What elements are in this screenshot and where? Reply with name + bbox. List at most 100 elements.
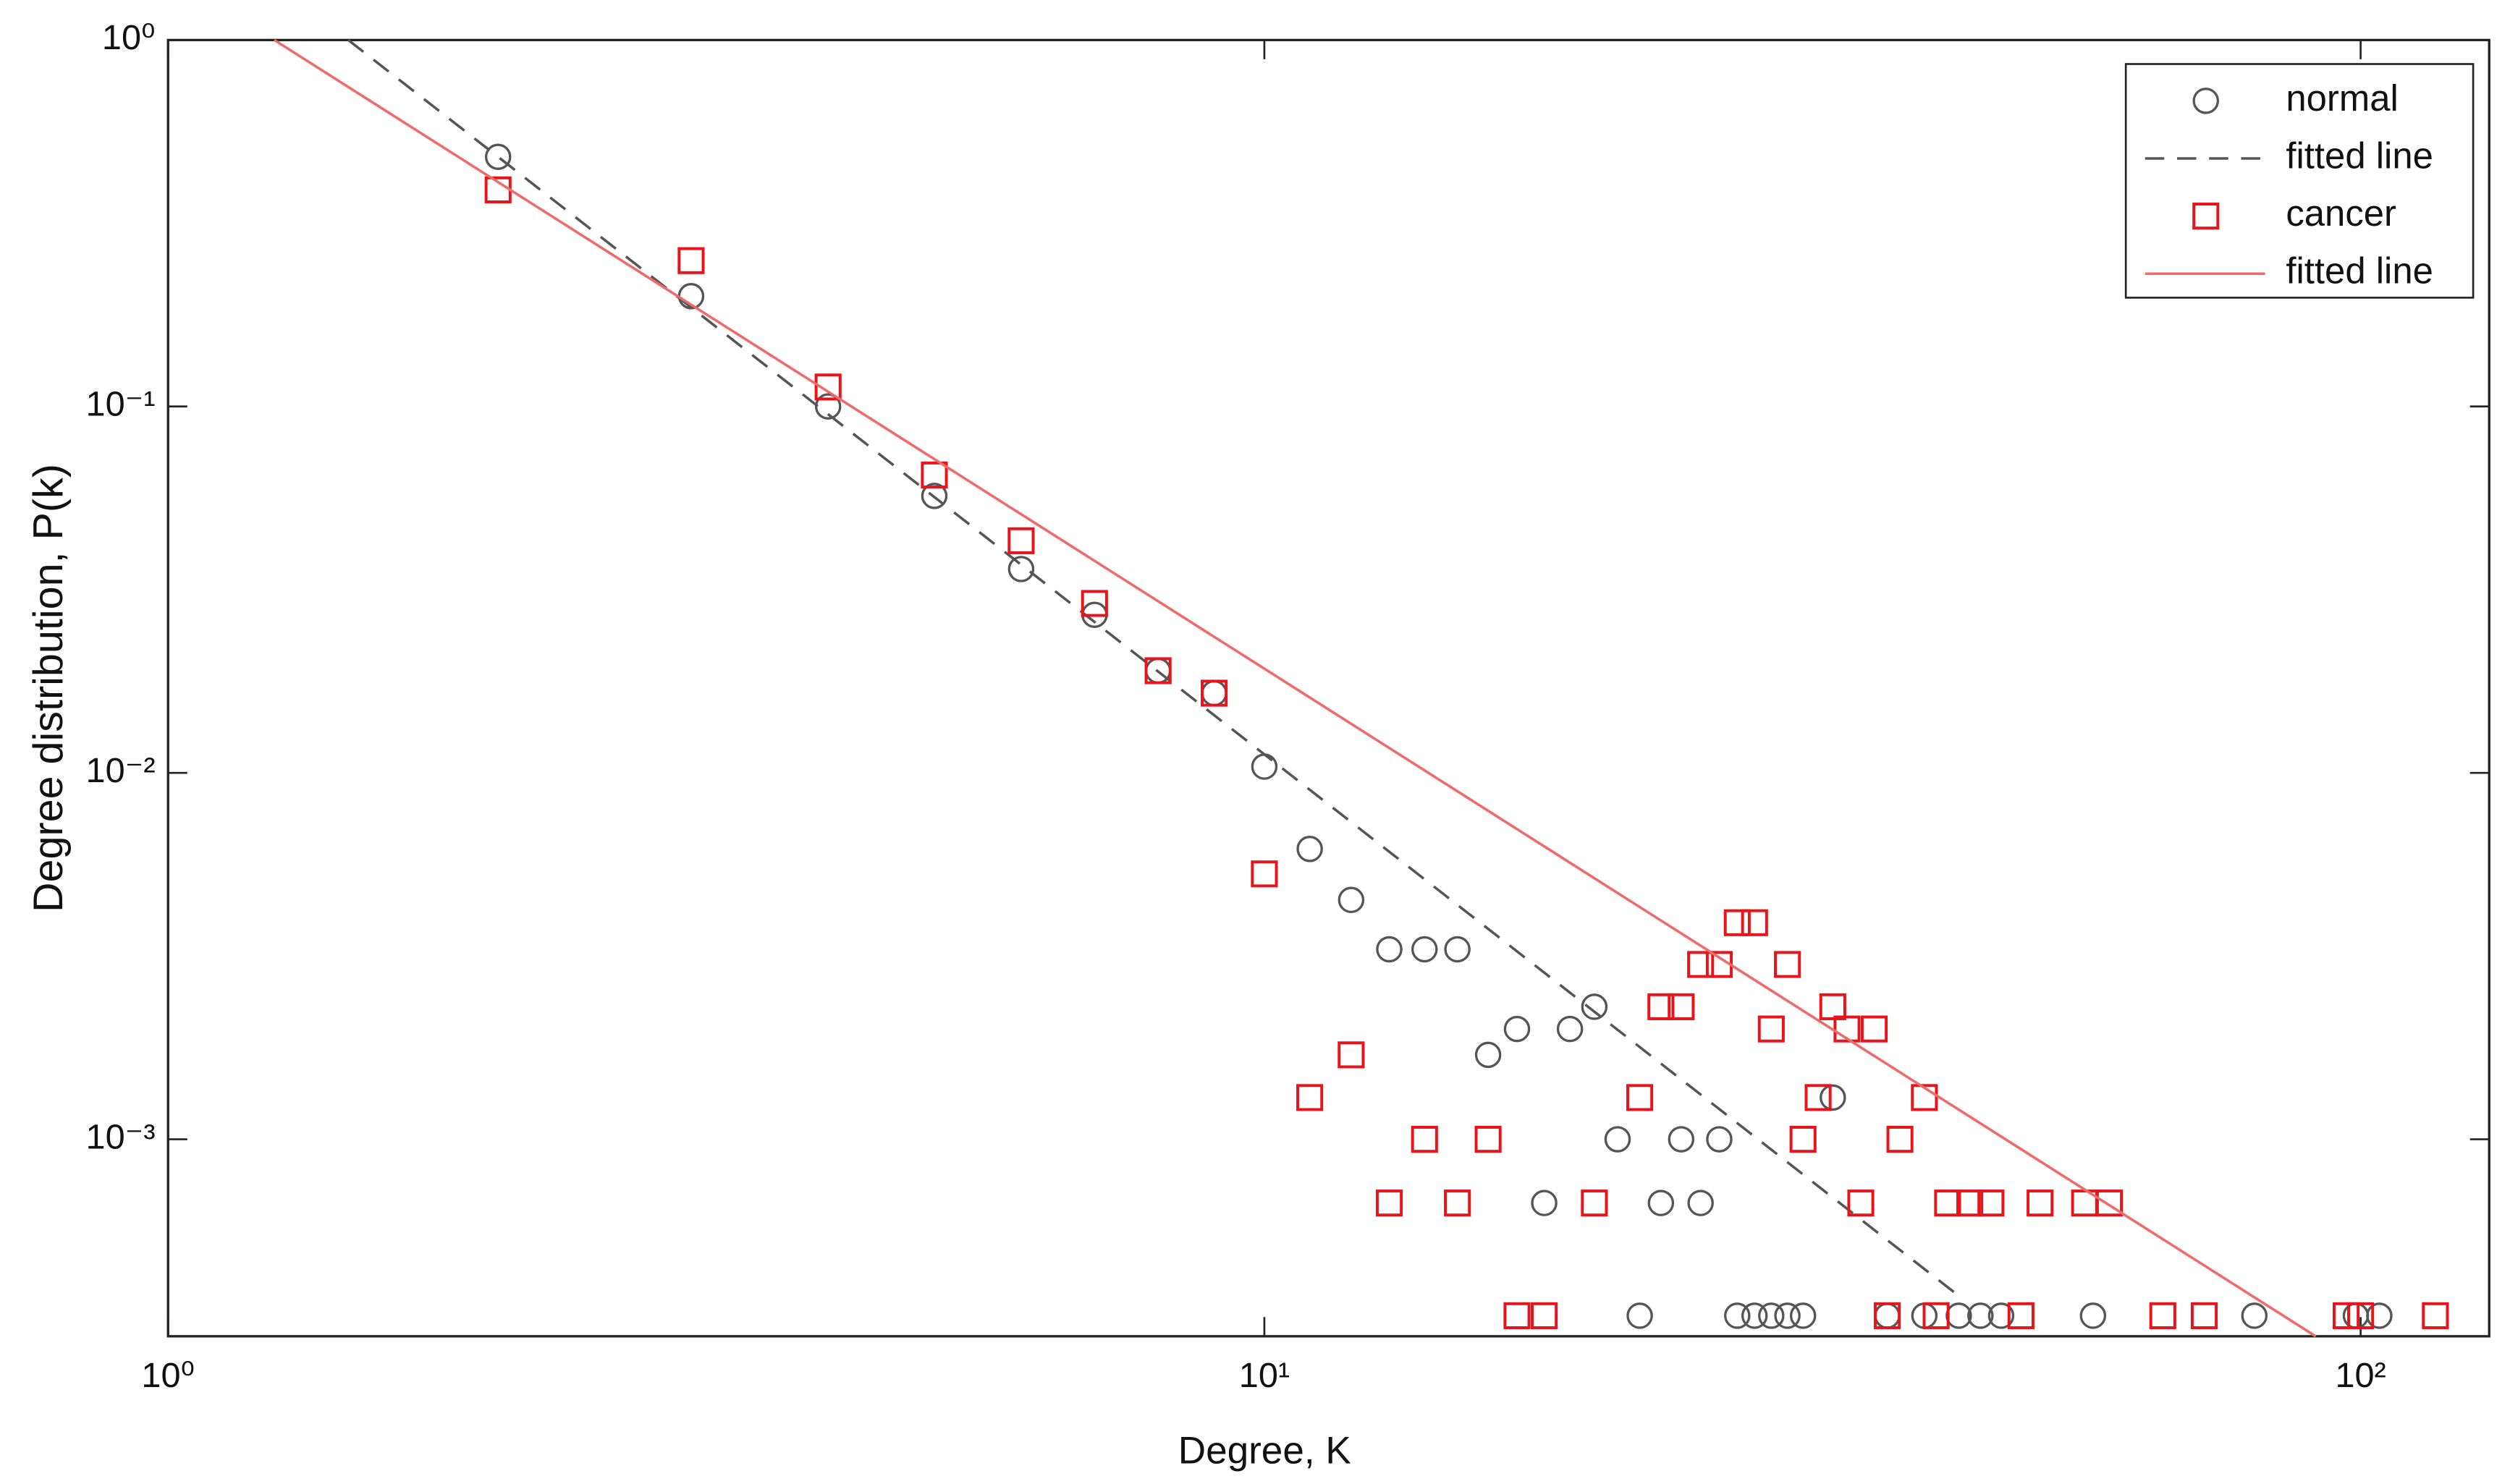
circle-marker [1474, 1041, 1502, 1069]
square-marker [2333, 1302, 2360, 1329]
y-tick-label: 10⁻² [86, 751, 156, 790]
square-marker [1411, 1125, 1438, 1153]
circle-marker [1251, 753, 1278, 780]
square-marker [1860, 1015, 1888, 1043]
square-marker [1789, 1125, 1817, 1153]
circle-marker [2241, 1302, 2268, 1329]
circle-marker [1945, 1302, 1972, 1329]
square-marker [1741, 909, 1768, 936]
square-marker [2190, 1302, 2218, 1329]
circle-marker [1741, 1302, 1768, 1329]
square-marker [1687, 951, 1715, 978]
square-marker [1647, 993, 1675, 1020]
square-marker [814, 373, 842, 401]
legend-marker [2192, 203, 2220, 230]
square-marker [1581, 1190, 1608, 1217]
circle-marker [1820, 1084, 1846, 1111]
square-marker [2422, 1302, 2449, 1329]
x-axis-label: Degree, K [1178, 1429, 1351, 1472]
circle-marker [1296, 836, 1323, 862]
circle-marker [2079, 1302, 2107, 1329]
square-marker [1934, 1190, 1961, 1217]
square-marker [1201, 679, 1228, 707]
square-marker [1375, 1190, 1403, 1217]
legend-label: cancer [2286, 192, 2396, 234]
circle-marker [1687, 1190, 1714, 1216]
circle-marker [921, 483, 948, 509]
fitted-line [347, 38, 1956, 1294]
square-marker [677, 247, 705, 274]
x-tick-label: 10² [2335, 1356, 2386, 1395]
y-tick-label: 10⁻³ [86, 1117, 156, 1156]
square-marker [1911, 1084, 1938, 1111]
circle-marker [1411, 936, 1438, 963]
fitted-line [274, 38, 2317, 1338]
square-marker [1757, 1015, 1785, 1043]
square-marker [1338, 1041, 1365, 1069]
square-marker [1296, 1084, 1324, 1111]
circle-marker [1581, 993, 1608, 1020]
square-marker [2347, 1302, 2375, 1329]
circle-marker [1626, 1302, 1653, 1329]
circle-marker [1604, 1126, 1631, 1153]
square-marker [1956, 1190, 1984, 1217]
square-marker [1474, 1125, 1502, 1153]
square-marker [1804, 1084, 1832, 1111]
circle-marker [1338, 886, 1365, 914]
square-marker [1251, 860, 1278, 888]
square-marker [1144, 657, 1172, 684]
square-marker [1531, 1302, 1558, 1329]
circle-marker [484, 143, 512, 170]
circle-marker [1874, 1302, 1901, 1329]
legend-marker [2192, 88, 2220, 114]
circle-marker [1774, 1302, 1801, 1329]
circle-marker [1376, 936, 1403, 963]
x-tick-label: 10⁰ [141, 1356, 195, 1395]
x-tick-label: 10¹ [1239, 1356, 1290, 1395]
circle-marker [1724, 1302, 1751, 1329]
square-marker [2007, 1302, 2034, 1329]
square-marker [1668, 993, 1695, 1020]
square-marker [1922, 1302, 1950, 1329]
y-tick-label: 10⁻¹ [86, 385, 156, 424]
circle-marker [1531, 1190, 1558, 1216]
square-marker [2027, 1190, 2054, 1217]
legend-label: normal [2286, 77, 2398, 119]
legend-box [2124, 63, 2475, 299]
circle-marker [1647, 1190, 1675, 1216]
square-marker [1723, 909, 1751, 936]
circle-marker [1967, 1302, 1994, 1329]
circle-marker [1987, 1302, 2015, 1329]
square-marker [1847, 1190, 1875, 1217]
square-marker [1977, 1190, 2005, 1217]
legend-label: fitted line [2286, 250, 2433, 292]
square-marker [1081, 590, 1108, 617]
square-marker [921, 461, 948, 489]
square-marker [1886, 1125, 1914, 1153]
y-tick-label: 10⁰ [102, 18, 156, 57]
square-marker [2149, 1302, 2176, 1329]
circle-marker [1706, 1126, 1733, 1153]
circle-marker [1503, 1015, 1531, 1043]
circle-marker [1758, 1302, 1785, 1329]
square-marker [1444, 1190, 1471, 1217]
circle-marker [1007, 556, 1035, 582]
square-marker [1774, 951, 1801, 978]
circle-marker [1668, 1126, 1695, 1153]
square-marker [1819, 993, 1846, 1020]
legend-label: fitted line [2286, 135, 2433, 176]
square-marker [1833, 1015, 1861, 1043]
square-marker [1626, 1084, 1654, 1111]
circle-marker [1556, 1015, 1584, 1043]
plot-frame [166, 38, 2490, 1338]
circle-marker [1444, 936, 1471, 963]
square-marker [1873, 1302, 1901, 1329]
circle-marker [1201, 679, 1227, 707]
square-marker [2095, 1190, 2124, 1217]
y-axis-label: Degree distribution, P(k) [25, 464, 72, 912]
square-marker [1007, 527, 1035, 554]
square-marker [1503, 1302, 1531, 1329]
circle-marker [1789, 1302, 1817, 1329]
